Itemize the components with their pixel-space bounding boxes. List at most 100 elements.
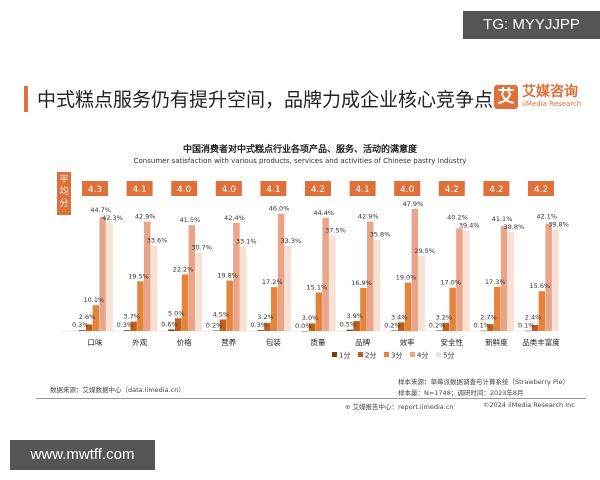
average-value: 4.2 [489, 185, 503, 195]
data-label: 42.3% [102, 214, 123, 222]
logo-mark: 艾 [494, 85, 518, 109]
bar [92, 305, 100, 331]
average-value: 4.1 [266, 185, 280, 195]
sample-source: 样本来源：草莓派数据调查与计算系统（Strawberry Pie） [398, 378, 569, 386]
data-label: 17.2% [262, 278, 283, 286]
bar [322, 217, 329, 331]
data-source: 数据来源：艾媒数据中心（data.iimedia.cn） [50, 386, 185, 394]
bar [411, 208, 419, 331]
data-label: 10.1% [84, 296, 105, 304]
data-label: 3.4% [391, 313, 408, 321]
data-label: 37.5% [325, 226, 346, 234]
average-box [82, 181, 108, 196]
report-center-text: 艾媒报告中心：report.iimedia.cn [352, 403, 454, 411]
data-label: 0.5% [340, 321, 357, 329]
bar [494, 286, 501, 331]
data-label: 38.8% [504, 223, 525, 231]
legend-label: 5分 [443, 351, 454, 360]
bar [545, 223, 552, 331]
data-label: 0.2% [206, 321, 223, 329]
bar [188, 225, 196, 331]
bar [233, 222, 240, 331]
title-accent-bar [24, 86, 28, 112]
data-label: 0.3% [117, 321, 134, 329]
average-box [349, 181, 376, 196]
data-label: 42.9% [358, 213, 379, 221]
data-label: 16.9% [351, 279, 372, 287]
data-label: 19.8% [217, 272, 238, 280]
average-value: 4.0 [222, 185, 237, 195]
chart-subtitle: Consumer satisfaction with various produ… [133, 157, 467, 165]
data-label: 29.5% [414, 247, 435, 255]
watermark-top: TG: MYYJJPP [463, 11, 600, 39]
bar [240, 246, 247, 331]
category-label: 品类丰富度 [522, 337, 560, 347]
average-value: 4.1 [355, 185, 369, 195]
data-label: 0.1% [473, 322, 490, 330]
data-label: 42.9% [135, 213, 156, 221]
copyright: ©2024 iiMedia Research Inc [483, 401, 575, 409]
data-label: 41.1% [492, 215, 513, 223]
data-label: 42.4% [224, 214, 245, 222]
data-label: 19.5% [128, 272, 149, 280]
data-label: 3.9% [346, 312, 363, 320]
bar [329, 235, 336, 331]
data-label: 17.0% [440, 279, 461, 287]
bar [106, 223, 113, 331]
category-label: 口味 [88, 337, 103, 347]
data-label: 2.7% [480, 314, 497, 322]
legend-swatch [332, 352, 337, 357]
bar [175, 318, 182, 331]
category-label: 新鲜度 [485, 337, 508, 347]
average-box [483, 181, 510, 196]
bar [257, 330, 264, 331]
data-label: 0.3% [250, 321, 267, 329]
logo-en: iiMedia Research [522, 100, 582, 108]
bar [500, 226, 508, 331]
data-label: 47.9% [403, 200, 424, 208]
data-label: 44.4% [313, 209, 334, 217]
data-label: 2.6% [79, 313, 96, 321]
logo: 艾 艾媒咨询 iiMedia Research [494, 85, 581, 109]
data-label: 35.8% [370, 231, 391, 239]
average-box [305, 181, 331, 196]
bar [507, 232, 515, 331]
bar [449, 287, 456, 331]
bar [277, 213, 285, 331]
logo-cn: 艾媒咨询 [522, 84, 578, 100]
data-label: 5.0% [168, 309, 185, 317]
category-label: 包装 [266, 337, 281, 347]
bar [144, 221, 151, 331]
bar [404, 282, 412, 331]
bar [79, 330, 86, 331]
legend-swatch [410, 352, 415, 357]
average-value: 4.0 [177, 185, 192, 195]
data-label: 0.6% [161, 320, 178, 328]
data-label: 33.1% [236, 238, 257, 246]
data-label: 0.1% [518, 322, 535, 330]
globe-icon: ⊕ [345, 403, 353, 411]
legend-label: 1分 [339, 351, 350, 360]
average-box [260, 181, 287, 196]
legend-swatch [358, 352, 363, 357]
average-value: 4.1 [132, 185, 146, 195]
data-label: 22.2% [173, 265, 194, 273]
bar [367, 221, 374, 331]
bar [137, 281, 144, 331]
data-label: 46.0% [269, 205, 290, 213]
data-label: 33.6% [147, 236, 168, 244]
average-box [528, 181, 554, 196]
data-label: 15.6% [530, 282, 551, 290]
category-label: 外观 [132, 337, 147, 347]
data-label: 2.4% [525, 314, 542, 322]
bar [85, 324, 93, 331]
bar [442, 322, 450, 331]
bar [391, 330, 398, 331]
bar [284, 246, 292, 331]
data-label: 3.7% [123, 313, 140, 321]
average-value: 4.2 [534, 185, 548, 195]
bar [271, 287, 278, 331]
bar [373, 239, 381, 331]
bar [346, 329, 354, 331]
category-label: 价格 [177, 337, 192, 347]
